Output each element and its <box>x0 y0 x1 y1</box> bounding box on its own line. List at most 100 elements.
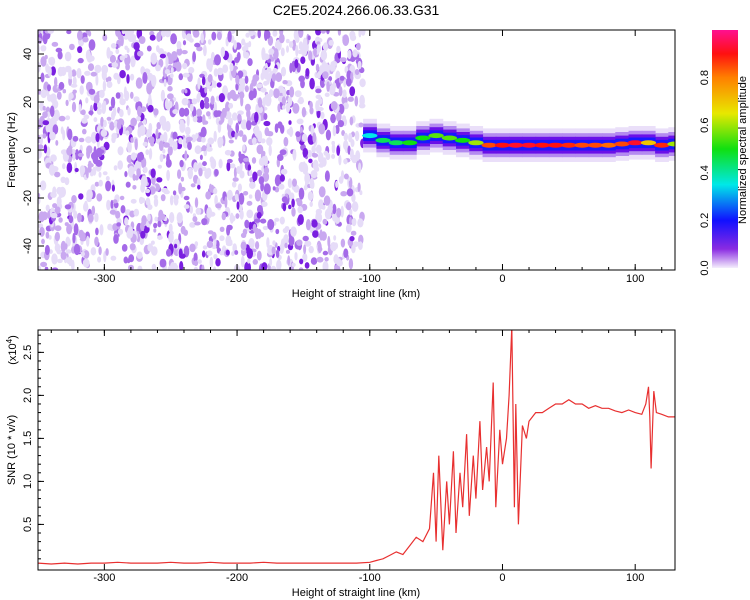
noise-speckle <box>339 57 347 63</box>
noise-speckle <box>60 251 67 260</box>
noise-speckle <box>315 94 322 100</box>
noise-speckle <box>192 30 200 38</box>
noise-speckle <box>198 167 203 177</box>
noise-speckle <box>292 103 300 114</box>
noise-speckle <box>351 217 357 227</box>
noise-speckle <box>88 55 95 62</box>
noise-speckle <box>207 137 215 145</box>
noise-speckle <box>74 167 79 173</box>
scale-exponent: 4 <box>5 338 14 343</box>
noise-speckle <box>244 219 250 229</box>
noise-speckle <box>194 145 202 155</box>
noise-speckle <box>354 95 359 107</box>
noise-speckle <box>50 212 58 219</box>
noise-speckle <box>282 90 287 98</box>
noise-speckle <box>126 74 130 84</box>
noise-speckle <box>126 229 133 239</box>
noise-speckle <box>322 218 328 225</box>
scale-base: (x10 <box>7 343 19 364</box>
noise-speckle <box>190 183 196 188</box>
noise-speckle <box>100 129 108 137</box>
noise-speckle <box>120 34 124 47</box>
noise-speckle <box>151 263 157 270</box>
noise-speckle <box>309 101 313 110</box>
noise-speckle <box>124 171 128 178</box>
noise-speckle <box>305 68 310 77</box>
noise-speckle <box>78 193 84 200</box>
noise-speckle <box>148 136 155 144</box>
noise-speckle <box>38 144 44 150</box>
noise-speckle <box>146 45 152 52</box>
noise-speckle <box>67 128 73 141</box>
noise-speckle <box>231 181 237 188</box>
noise-speckle <box>163 131 168 143</box>
noise-speckle <box>256 144 264 155</box>
noise-speckle <box>62 163 66 170</box>
noise-speckle <box>137 152 142 162</box>
noise-speckle <box>74 149 80 161</box>
noise-speckle <box>81 109 86 116</box>
noise-speckle <box>215 258 221 267</box>
noise-speckle <box>305 219 311 231</box>
noise-speckle <box>160 194 166 202</box>
noise-speckle <box>117 160 123 170</box>
noise-speckle <box>133 96 140 103</box>
noise-speckle <box>81 117 88 124</box>
noise-speckle <box>307 191 314 201</box>
noise-speckle <box>245 32 250 38</box>
noise-speckle <box>48 57 53 65</box>
noise-speckle <box>284 242 288 249</box>
noise-speckle <box>167 56 174 65</box>
noise-speckle <box>65 99 69 107</box>
y-tick-label: 20 <box>22 96 34 108</box>
noise-speckle <box>110 43 117 49</box>
noise-speckle <box>68 69 73 80</box>
noise-speckle <box>165 55 169 68</box>
noise-speckle <box>331 140 336 146</box>
noise-speckle <box>234 57 240 63</box>
noise-speckle <box>346 223 352 233</box>
noise-speckle <box>182 72 190 78</box>
noise-speckle <box>319 65 324 75</box>
noise-speckle <box>62 89 67 94</box>
noise-speckle <box>191 98 198 105</box>
noise-speckle <box>209 211 216 217</box>
noise-speckle <box>72 135 79 142</box>
noise-speckle <box>164 98 169 110</box>
noise-speckle <box>54 171 61 178</box>
noise-speckle <box>60 240 67 253</box>
noise-speckle <box>185 126 191 136</box>
noise-speckle <box>332 125 337 137</box>
noise-speckle <box>119 55 126 61</box>
noise-speckle <box>274 217 280 222</box>
noise-speckle <box>105 180 112 192</box>
noise-speckle <box>330 101 338 111</box>
noise-speckle <box>205 191 212 200</box>
noise-speckle <box>128 165 135 178</box>
noise-speckle <box>213 130 217 142</box>
noise-speckle <box>243 157 249 162</box>
noise-speckle <box>325 129 331 141</box>
noise-speckle <box>317 242 322 254</box>
noise-speckle <box>136 115 142 122</box>
signal-band-core <box>455 137 471 143</box>
noise-speckle <box>96 108 102 115</box>
x-tick-label: 0 <box>499 572 505 584</box>
noise-speckle <box>262 225 269 231</box>
noise-speckle <box>168 232 174 244</box>
noise-speckle <box>123 35 129 40</box>
figure-title: C2E5.2024.266.06.33.G31 <box>273 2 440 18</box>
noise-speckle <box>142 166 148 174</box>
noise-speckle <box>298 267 304 270</box>
noise-speckle <box>237 70 244 79</box>
noise-speckle <box>47 30 54 34</box>
noise-speckle <box>260 138 266 144</box>
noise-speckle <box>115 210 121 219</box>
noise-speckle <box>282 227 289 234</box>
noise-speckle <box>240 241 247 250</box>
y-tick-label: -20 <box>22 190 34 206</box>
noise-speckle <box>298 41 304 50</box>
noise-speckle <box>227 117 233 126</box>
noise-speckle <box>214 54 221 66</box>
noise-speckle <box>191 134 197 143</box>
